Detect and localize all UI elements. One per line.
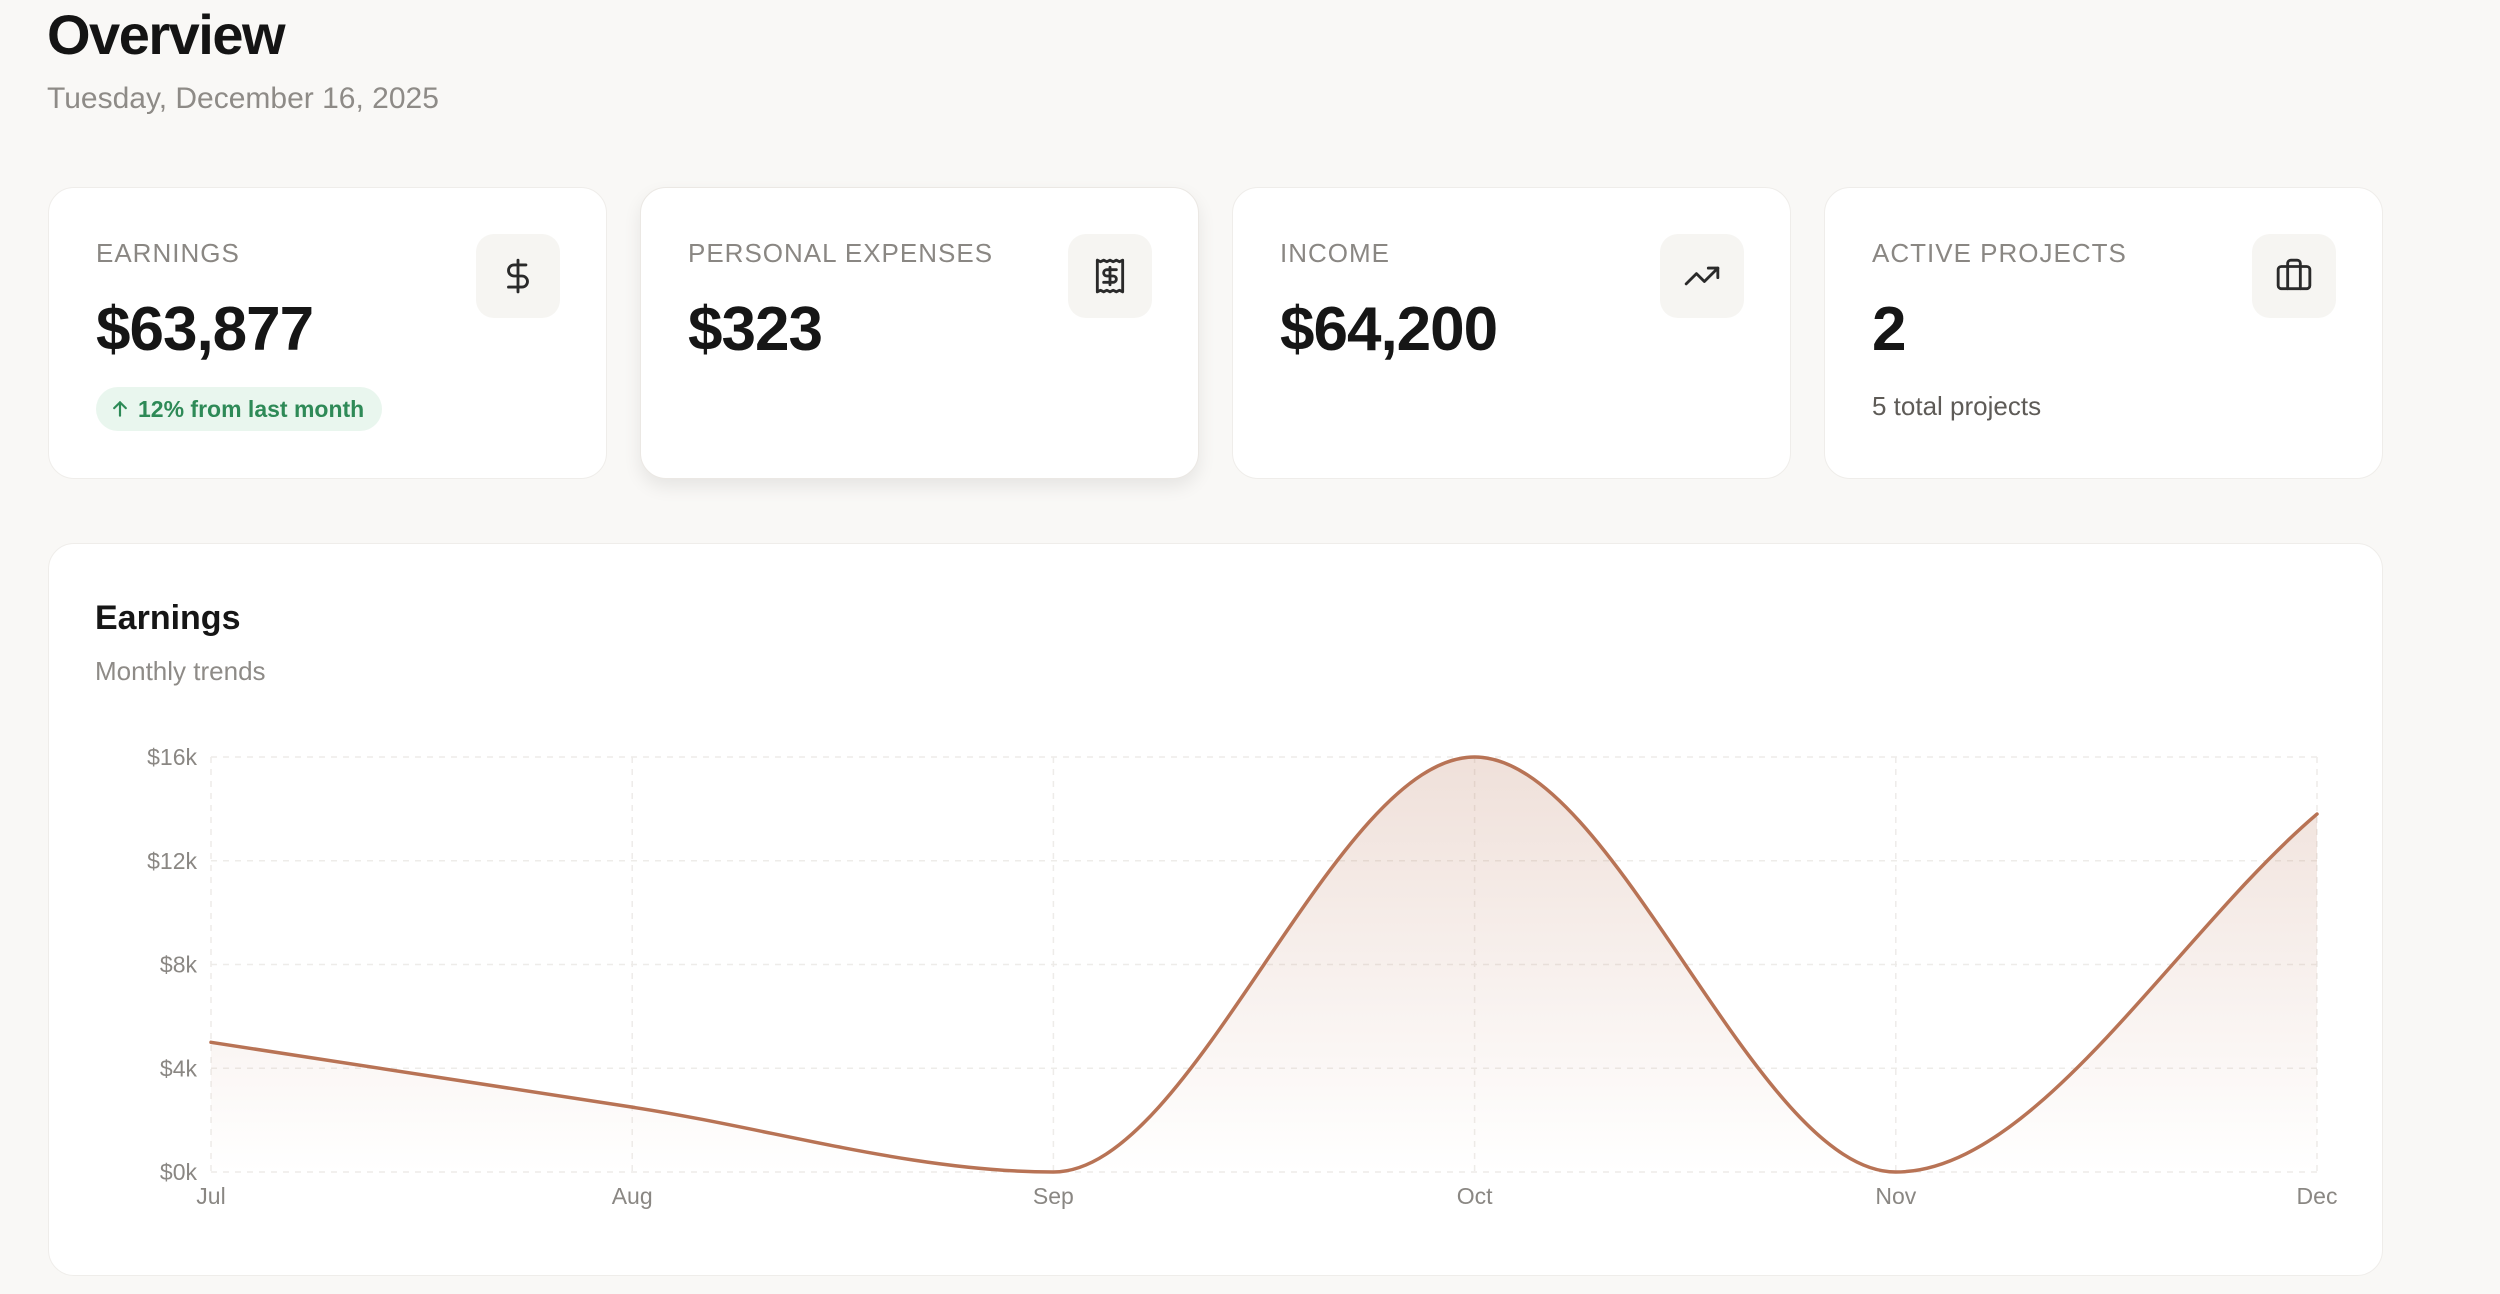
arrow-up-icon (113, 401, 127, 417)
page-title: Overview (47, 3, 286, 66)
x-tick-label: Sep (1033, 1183, 1074, 1209)
personal-expenses-card[interactable]: PERSONAL EXPENSES $323 (640, 187, 1199, 479)
y-tick-label: $4k (160, 1055, 198, 1081)
active-projects-value: 2 (1872, 295, 1906, 364)
receipt-icon (1068, 234, 1152, 318)
earnings-value: $63,877 (96, 295, 314, 364)
y-tick-label: $0k (160, 1159, 198, 1185)
y-tick-label: $12k (147, 848, 197, 874)
chart-subtitle: Monthly trends (95, 656, 266, 686)
income-value: $64,200 (1280, 295, 1498, 364)
x-tick-label: Oct (1457, 1183, 1493, 1209)
earnings-label: EARNINGS (96, 238, 240, 268)
briefcase-icon (2252, 234, 2336, 318)
x-tick-label: Dec (2297, 1183, 2338, 1209)
x-tick-label: Jul (196, 1183, 225, 1209)
earnings-card[interactable]: EARNINGS $63,877 12% from last month (48, 187, 607, 479)
personal-expenses-value: $323 (688, 295, 823, 364)
page-date: Tuesday, December 16, 2025 (47, 82, 439, 115)
x-tick-label: Aug (612, 1183, 653, 1209)
income-label: INCOME (1280, 238, 1390, 268)
trend-badge: 12% from last month (96, 387, 383, 431)
income-card[interactable]: INCOME $64,200 (1232, 187, 1791, 479)
dollar-icon (476, 234, 560, 318)
y-tick-label: $8k (160, 952, 198, 978)
trend-badge-text: 12% from last month (138, 395, 365, 422)
earnings-chart: $0k $4k $8k $12k $16k Jul Aug Sep Oct Nov Dec (147, 744, 2338, 1209)
active-projects-card[interactable]: ACTIVE PROJECTS 2 5 total projects (1824, 187, 2383, 479)
chart-title: Earnings (95, 599, 241, 637)
total-projects-text: 5 total projects (1872, 391, 2042, 421)
earnings-series-line (209, 755, 2319, 1174)
x-tick-label: Nov (1875, 1183, 1916, 1209)
active-projects-label: ACTIVE PROJECTS (1872, 238, 2127, 268)
trending-up-icon (1660, 234, 1744, 318)
personal-expenses-label: PERSONAL EXPENSES (688, 238, 994, 268)
earnings-chart-card: Earnings Monthly trends $0k $4k $8k $12k $16… (48, 543, 2383, 1276)
y-tick-label: $16k (147, 744, 197, 770)
